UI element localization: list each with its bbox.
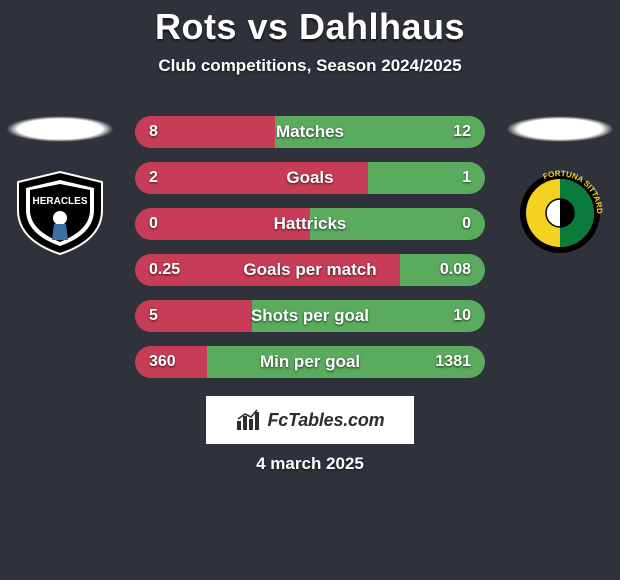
bar-track: [135, 300, 485, 332]
bar-track: [135, 116, 485, 148]
stat-value-right: 0: [462, 208, 471, 240]
player-right-block: FORTUNA SITTARD: [500, 116, 620, 256]
svg-text:HERACLES: HERACLES: [32, 196, 87, 207]
stat-value-right: 12: [453, 116, 471, 148]
bar-left: [135, 162, 368, 194]
page-title: Rots vs Dahlhaus: [0, 6, 620, 48]
shadow-ellipse: [6, 116, 114, 142]
stat-value-left: 8: [149, 116, 158, 148]
bar-right: [310, 208, 485, 240]
shadow-ellipse: [506, 116, 614, 142]
bar-track: [135, 346, 485, 378]
bar-track: [135, 208, 485, 240]
stat-value-right: 10: [453, 300, 471, 332]
bars-icon: [236, 409, 262, 431]
footer-date: 4 march 2025: [0, 454, 620, 474]
watermark-badge: FcTables.com: [206, 396, 414, 444]
stat-value-right: 1381: [435, 346, 471, 378]
bar-left: [135, 208, 310, 240]
heracles-logo-icon: HERACLES: [10, 170, 110, 256]
stat-value-left: 5: [149, 300, 158, 332]
comparison-bars: 812Matches21Goals00Hattricks0.250.08Goal…: [135, 116, 485, 392]
comparison-card: Rots vs Dahlhaus Club competitions, Seas…: [0, 0, 620, 580]
stat-value-left: 360: [149, 346, 176, 378]
stat-row: 3601381Min per goal: [135, 346, 485, 378]
bar-track: [135, 254, 485, 286]
stat-value-left: 0: [149, 208, 158, 240]
stat-value-right: 1: [462, 162, 471, 194]
stat-row: 812Matches: [135, 116, 485, 148]
stat-value-right: 0.08: [440, 254, 471, 286]
fortuna-sittard-logo-icon: FORTUNA SITTARD: [510, 170, 610, 256]
bar-right: [252, 300, 485, 332]
player-left-block: HERACLES: [0, 116, 120, 256]
stat-value-left: 2: [149, 162, 158, 194]
bar-track: [135, 162, 485, 194]
stat-row: 00Hattricks: [135, 208, 485, 240]
watermark-text: FcTables.com: [268, 410, 385, 431]
stat-row: 0.250.08Goals per match: [135, 254, 485, 286]
page-subtitle: Club competitions, Season 2024/2025: [0, 56, 620, 76]
stat-row: 21Goals: [135, 162, 485, 194]
stat-row: 510Shots per goal: [135, 300, 485, 332]
stat-value-left: 0.25: [149, 254, 180, 286]
